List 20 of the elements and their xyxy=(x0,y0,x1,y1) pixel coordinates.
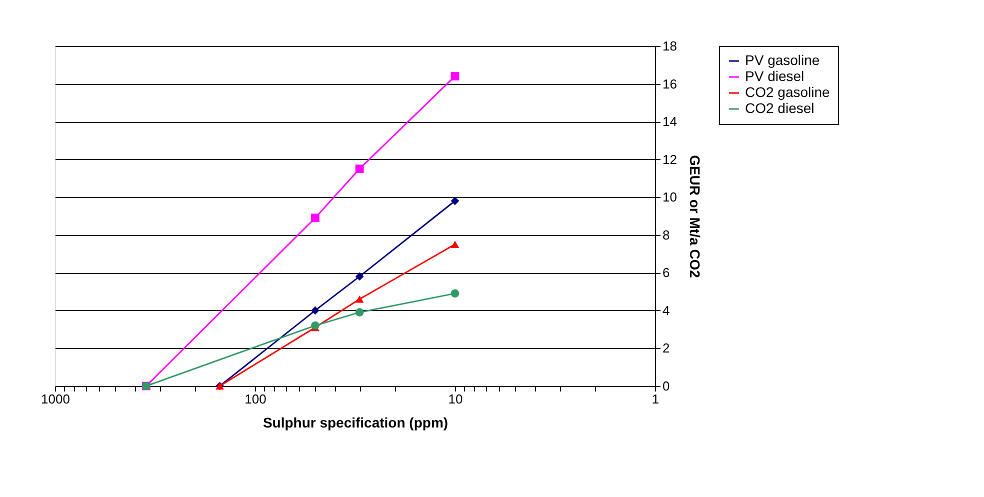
y-axis-title: GEUR or Mt/a CO2 xyxy=(686,155,703,278)
legend-label: CO2 diesel xyxy=(745,100,814,116)
y-tick-label: 18 xyxy=(662,38,677,54)
x-tick-label: 1000 xyxy=(41,392,70,406)
y-tick-label: 2 xyxy=(662,340,670,356)
y-tick-label: 6 xyxy=(662,265,670,280)
x-axis-title: Sulphur specification (ppm) xyxy=(262,414,448,430)
x-tick-label: 10 xyxy=(448,392,463,406)
y-tick-label: 8 xyxy=(662,227,670,242)
y-tick-label: 16 xyxy=(662,76,677,92)
y-tick-label: 14 xyxy=(662,114,677,130)
y-tick-label: 4 xyxy=(662,302,670,318)
x-tick-label: 1 xyxy=(652,392,660,406)
y-tick-label: 10 xyxy=(662,190,677,205)
legend-label: PV gasoline xyxy=(745,52,820,68)
legend-label: PV diesel xyxy=(745,68,804,84)
y-tick-label: 0 xyxy=(662,378,670,394)
x-tick-label: 100 xyxy=(244,392,266,406)
legend-label: CO2 gasoline xyxy=(745,84,830,100)
y-tick-label: 12 xyxy=(662,152,677,167)
